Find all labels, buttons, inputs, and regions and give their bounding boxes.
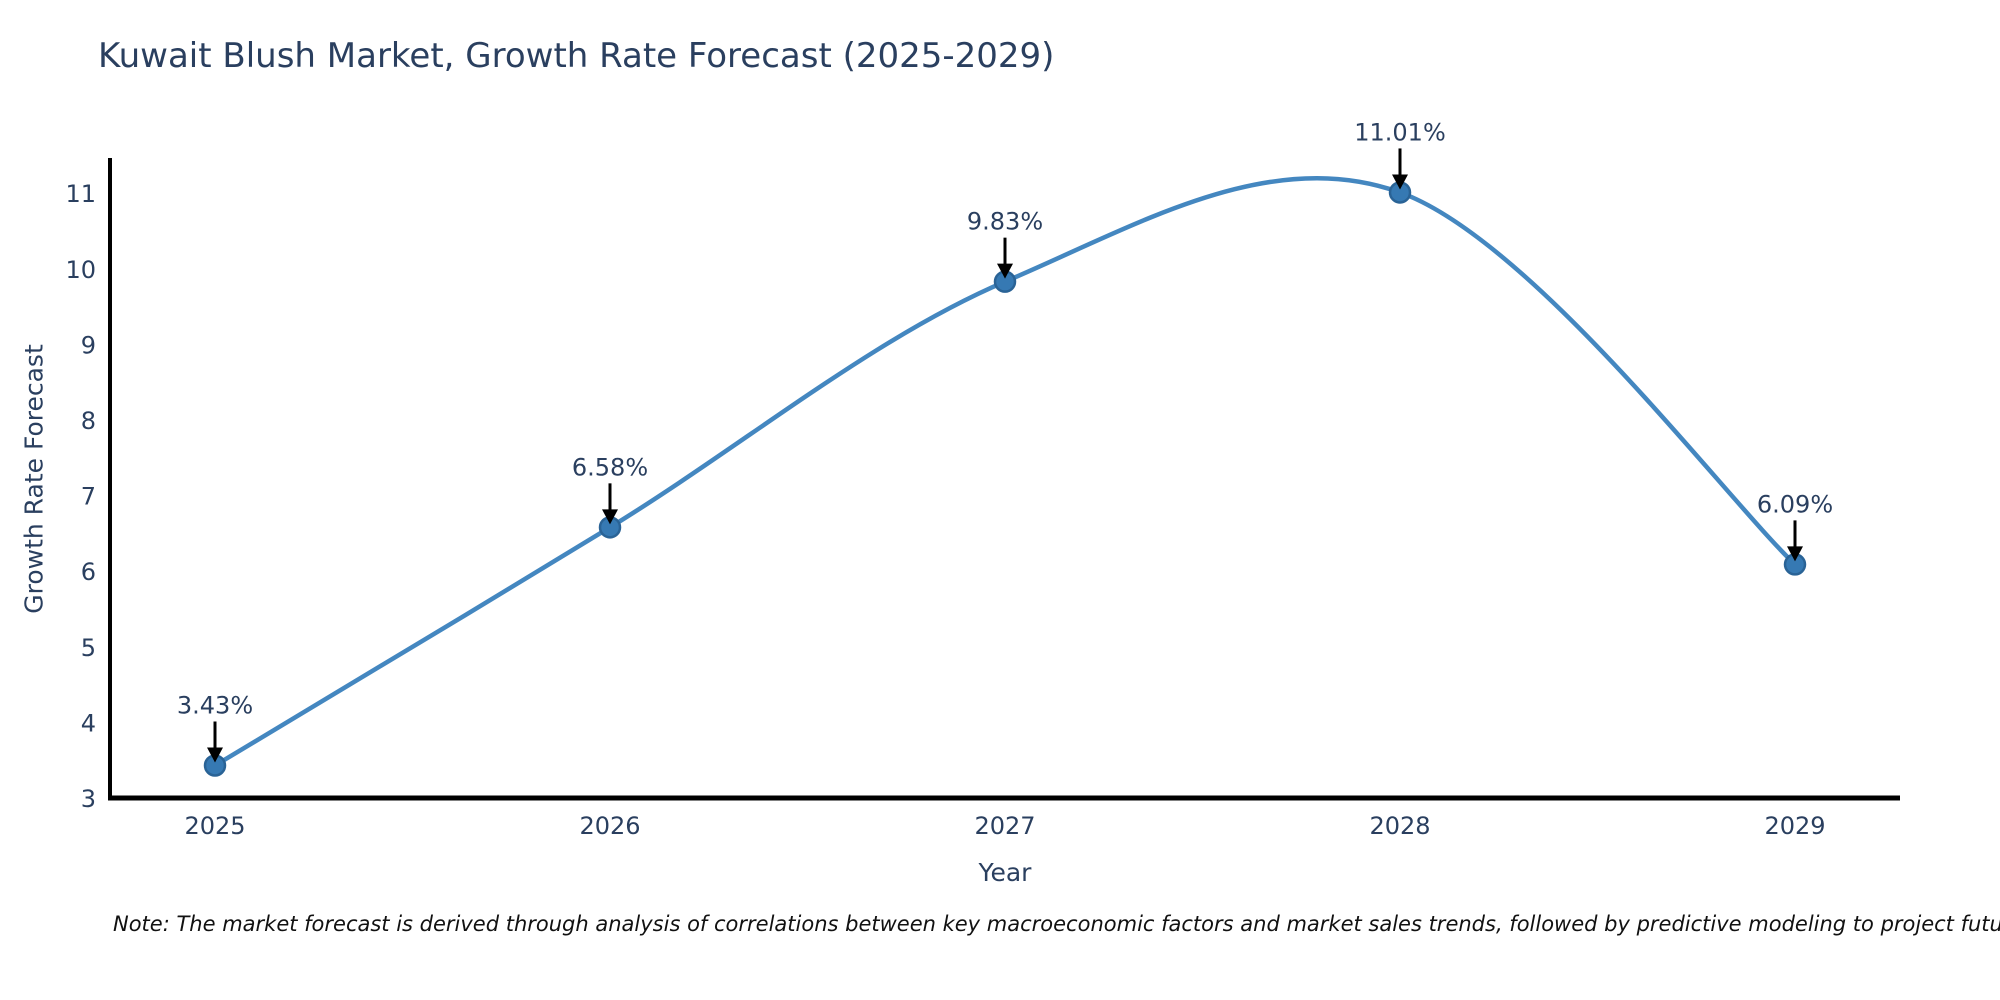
x-axis-title: Year: [978, 858, 1032, 887]
chart-title: Kuwait Blush Market, Growth Rate Forecas…: [98, 36, 1055, 76]
x-tick-label: 2029: [1764, 812, 1825, 840]
point-annotation-label: 3.43%: [177, 691, 253, 719]
chart-footnote: Note: The market forecast is derived thr…: [113, 912, 2000, 936]
x-tick-label: 2027: [974, 812, 1035, 840]
y-tick-label: 5: [81, 634, 96, 662]
point-annotation-label: 6.58%: [572, 453, 648, 481]
point-annotation-label: 9.83%: [967, 208, 1043, 236]
point-annotation-label: 11.01%: [1354, 118, 1446, 146]
y-tick-label: 8: [81, 407, 96, 435]
y-tick-label: 4: [81, 709, 96, 737]
y-tick-label: 7: [81, 483, 96, 511]
y-tick-label: 9: [81, 331, 96, 359]
annotation-arrowhead: [207, 747, 223, 763]
point-annotation-label: 6.09%: [1757, 490, 1833, 518]
y-tick-label: 3: [81, 785, 96, 813]
x-tick-label: 2028: [1369, 812, 1430, 840]
y-tick-label: 10: [65, 256, 96, 284]
annotation-arrowhead: [602, 509, 618, 525]
y-tick-label: 6: [81, 558, 96, 586]
annotation-arrowhead: [1787, 546, 1803, 562]
annotation-arrowhead: [1392, 174, 1408, 190]
y-tick-label: 11: [65, 180, 96, 208]
x-tick-label: 2025: [184, 812, 245, 840]
x-tick-label: 2026: [579, 812, 640, 840]
annotation-arrowhead: [997, 263, 1013, 279]
